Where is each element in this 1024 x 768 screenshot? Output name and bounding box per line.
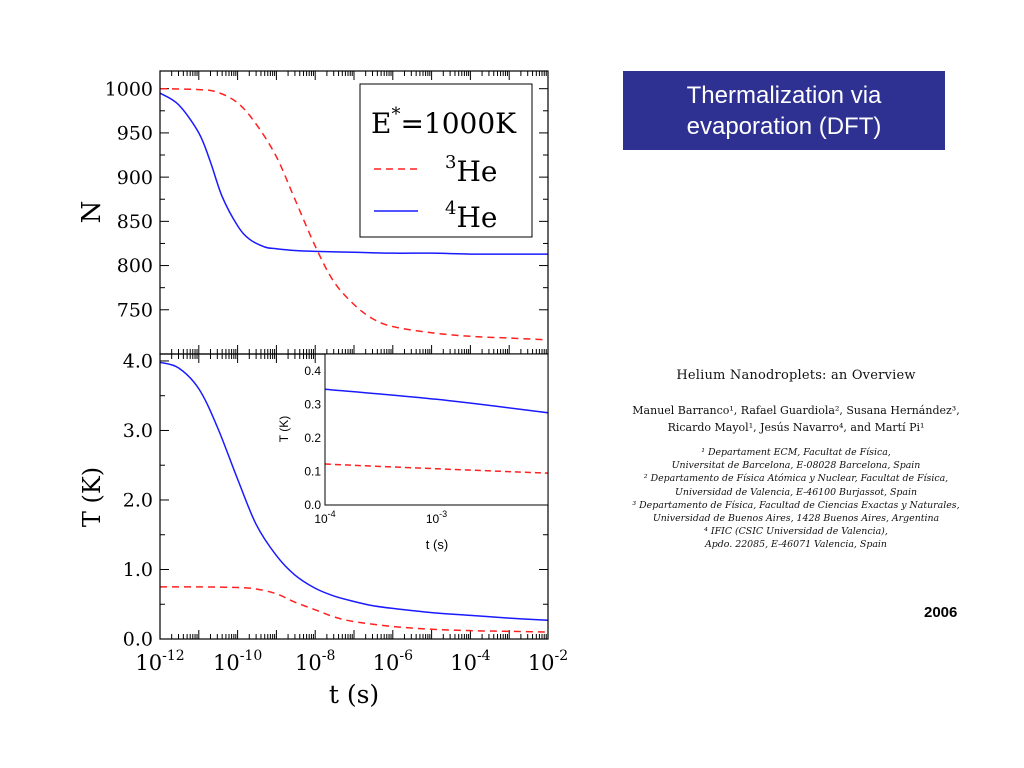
inset-y-tick-label: 0.0 bbox=[304, 498, 321, 512]
bottom-y-axis-label: T (K) bbox=[78, 467, 106, 527]
bottom-x-tick-label: 10-8 bbox=[295, 648, 335, 675]
affiliation-line: ³ Departamento de Física, Facultad de Ci… bbox=[632, 499, 960, 511]
inset-background bbox=[325, 354, 548, 505]
banner-line-2: evaporation (DFT) bbox=[686, 112, 882, 140]
top-y-tick-label: 750 bbox=[117, 299, 153, 321]
top-series-he3-line bbox=[160, 87, 548, 341]
inset-y-tick-label: 0.2 bbox=[304, 431, 321, 445]
inset-y-tick-label: 0.1 bbox=[304, 465, 321, 479]
top-y-tick-label: 950 bbox=[117, 123, 153, 145]
inset-series-he3-line bbox=[325, 463, 548, 474]
bottom-x-tick-label: 10-10 bbox=[213, 648, 262, 675]
inset-x-tick-label: 10-4 bbox=[314, 509, 335, 526]
legend-title: E*=1000K bbox=[371, 104, 517, 140]
inset-x-tick-label: 10-3 bbox=[426, 509, 447, 526]
top-y-tick-label: 800 bbox=[117, 255, 153, 277]
bottom-panel-curves bbox=[160, 361, 548, 633]
bottom-y-tick-label: 0.0 bbox=[123, 629, 153, 651]
bottom-series-he4-line bbox=[160, 361, 548, 621]
inset-y-tick-label: 0.4 bbox=[304, 364, 321, 378]
bottom-x-tick-label: 10-6 bbox=[373, 648, 413, 675]
bottom-y-tick-label: 1.0 bbox=[123, 559, 153, 581]
bottom-x-tick-label: 10-12 bbox=[135, 648, 184, 675]
paper-affiliations: ¹ Departament ECM, Facultat de Física, U… bbox=[590, 446, 1002, 552]
top-y-axis-label: N bbox=[77, 201, 107, 224]
inset-panel-curves bbox=[325, 388, 548, 474]
top-panel-curves bbox=[160, 87, 548, 341]
affiliation-line: Universitat de Barcelona, E-08028 Barcel… bbox=[671, 460, 921, 472]
affiliation-line: Universidad de Buenos Aires, 1428 Buenos… bbox=[652, 513, 940, 525]
top-series-he4-line bbox=[160, 92, 548, 255]
top-panel-ticks: 750 800 850 900 950 1000 bbox=[105, 71, 548, 354]
paper-title: Helium Nanodroplets: an Overview bbox=[676, 368, 916, 383]
top-y-tick-label: 850 bbox=[117, 211, 153, 233]
bottom-series-he3-line bbox=[160, 586, 548, 633]
bottom-x-axis-label: t (s) bbox=[329, 680, 379, 709]
affiliation-line: ⁴ IFIC (CSIC Universidad de Valencia), bbox=[704, 526, 888, 538]
inset-frame bbox=[324, 353, 549, 506]
bottom-x-tick-label: 10-4 bbox=[450, 648, 490, 675]
affiliation-line: Universidad de Valencia, E-46100 Burjass… bbox=[675, 486, 917, 498]
inset-x-axis-label: t (s) bbox=[426, 537, 448, 552]
affiliation-line: ² Departamento de Física Atómica y Nucle… bbox=[643, 473, 949, 485]
publication-year: 2006 bbox=[924, 604, 958, 621]
authors-line-1: Manuel Barranco¹, Rafael Guardiola², Sus… bbox=[632, 404, 960, 417]
inset-y-tick-label: 0.3 bbox=[304, 398, 321, 412]
bottom-y-tick-label: 4.0 bbox=[123, 351, 153, 373]
legend-label-he3: 3He bbox=[445, 152, 497, 188]
top-y-tick-label: 1000 bbox=[105, 78, 153, 100]
top-y-tick-label: 900 bbox=[117, 167, 153, 189]
evaporation-figure: 750 800 850 900 950 1000 0.0 1.0 2.0 3.0 4.0 10-12… bbox=[77, 70, 568, 709]
paper-authors: Manuel Barranco¹, Rafael Guardiola², Sus… bbox=[590, 402, 1002, 436]
bottom-x-tick-label: 10-2 bbox=[528, 648, 568, 675]
bottom-y-tick-label: 3.0 bbox=[123, 420, 153, 442]
inset-series-he4-line bbox=[325, 388, 548, 414]
affiliation-line: ¹ Departament ECM, Facultat de Física, bbox=[701, 447, 891, 458]
bottom-y-tick-label: 2.0 bbox=[123, 490, 153, 512]
legend-label-he4: 4He bbox=[445, 198, 497, 234]
banner-line-1: Thermalization via bbox=[686, 81, 882, 109]
affiliation-line: Apdo. 22085, E-46071 Valencia, Spain bbox=[705, 539, 887, 551]
slide-title-banner: Thermalization via evaporation (DFT) bbox=[623, 71, 945, 150]
inset-y-axis-label: T (K) bbox=[277, 416, 291, 442]
authors-line-2: Ricardo Mayol¹, Jesús Navarro⁴, and Mart… bbox=[667, 421, 925, 434]
paper-excerpt: Helium Nanodroplets: an Overview Manuel … bbox=[590, 368, 1002, 552]
